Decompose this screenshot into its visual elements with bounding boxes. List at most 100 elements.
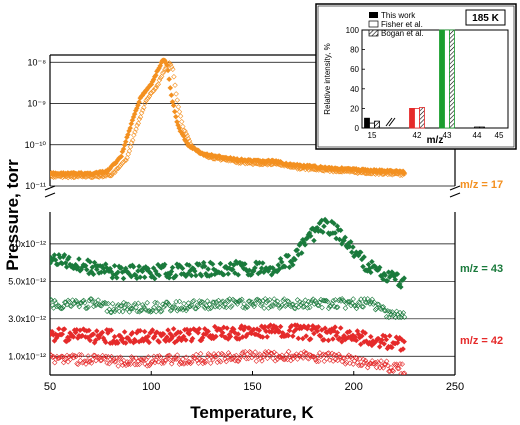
data-point [341,298,348,305]
data-point [128,305,135,312]
data-point [311,330,317,337]
data-point [347,239,354,245]
inset-y-tick-labels: 0 20 40 60 80 100 [346,26,365,133]
data-point [229,303,235,309]
data-point [187,360,194,367]
data-point [76,351,82,358]
data-point [401,170,408,177]
data-point [156,339,162,345]
data-point [164,299,170,306]
data-point [209,261,216,267]
data-point [210,356,216,363]
data-point [115,363,121,369]
inset-bar [414,108,420,129]
data-point [134,361,140,368]
data-point [135,300,142,306]
inset-bar [374,120,380,129]
inset-x-tick-labels: 15 42 43 44 45 [368,131,504,140]
lower-y-tick-label: 3.0x10⁻¹² [8,314,46,324]
data-point [55,355,61,362]
data-point [303,350,310,356]
data-point [87,358,94,364]
data-point [398,284,404,290]
upper-y-tick-label: 10⁻⁹ [27,99,46,109]
data-point [148,308,155,315]
data-point [253,297,260,303]
data-point [248,330,255,337]
data-point [54,353,60,360]
data-point [317,333,324,340]
data-point [57,354,64,361]
data-point [152,72,159,79]
data-point [122,138,129,145]
data-point [186,138,193,144]
data-point [347,360,353,366]
data-point [285,332,292,339]
data-point [342,305,349,311]
data-point [169,264,176,271]
data-point [258,302,264,309]
data-point [145,333,151,340]
data-point [267,322,274,328]
data-point [192,305,198,312]
data-point [118,153,125,160]
data-point [294,356,301,362]
data-point [114,165,120,172]
data-point [170,102,177,109]
data-point [239,296,245,303]
inset-bar [449,29,455,129]
data-point [399,361,405,367]
data-point [294,247,301,253]
data-point [191,297,197,304]
data-point [319,304,325,311]
data-point [167,61,174,68]
data-point [106,172,113,179]
data-point [118,359,125,365]
data-point [115,269,121,276]
lower-series-points [50,216,408,375]
data-point [396,365,402,372]
data-point [191,268,198,274]
data-point [326,350,332,356]
data-point [108,268,115,275]
data-point [62,356,68,363]
data-point [264,297,271,304]
inset-chart: 0 20 40 60 80 100 15 42 43 44 45 m/z Relative int… [315,3,517,150]
data-point [236,297,243,304]
data-point [317,227,324,234]
data-point [307,233,314,239]
data-point [339,358,345,365]
x-tick-label: 100 [142,381,160,393]
data-point [302,297,309,303]
data-point [322,352,329,358]
data-point [376,343,383,350]
data-point [355,252,362,259]
data-point [377,364,383,371]
data-point [157,75,164,81]
data-point [212,353,218,359]
data-point [179,265,186,272]
data-point [228,304,234,310]
data-point [286,264,293,271]
data-point [130,264,137,270]
data-point [235,272,242,278]
data-point [133,126,139,132]
data-point [186,262,193,269]
data-point [198,272,205,279]
data-point [232,270,238,276]
data-point [301,349,307,355]
data-point [341,237,347,244]
data-point [156,77,163,83]
data-point [135,120,142,127]
data-point [175,356,182,362]
x-tick-label: 150 [243,381,261,393]
data-point [109,170,116,176]
data-point [197,299,204,306]
data-point [168,268,175,275]
data-point [350,244,356,250]
data-point [173,272,179,279]
data-point [82,358,88,364]
data-point [76,256,82,262]
data-point [362,357,369,364]
data-point [124,359,130,365]
